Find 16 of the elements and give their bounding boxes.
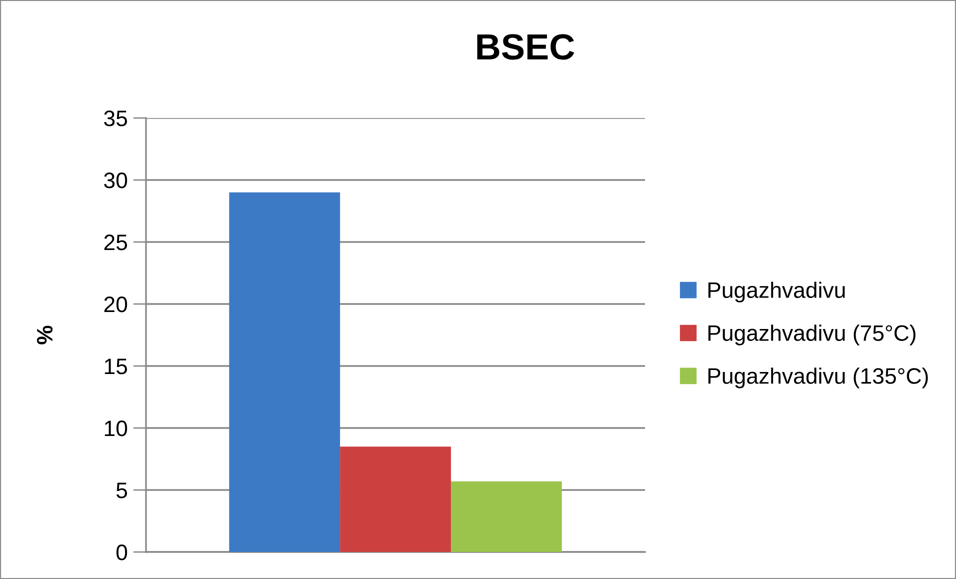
y-tick-label: 15 xyxy=(104,358,128,374)
y-tick-label: 35 xyxy=(104,110,128,126)
bar xyxy=(450,481,562,552)
y-tick-label: 10 xyxy=(104,420,128,436)
bar xyxy=(340,446,451,552)
y-tick-label: 25 xyxy=(104,234,128,250)
y-tick-label: 0 xyxy=(116,544,128,560)
y-axis-title: % xyxy=(36,326,53,344)
chart-title: BSEC xyxy=(477,34,574,60)
legend-label: Pugazhvadivu (75°C) xyxy=(708,324,916,346)
legend-label: Pugazhvadivu xyxy=(708,282,845,302)
y-tick-label: 5 xyxy=(116,482,128,498)
bar xyxy=(229,192,340,552)
y-tick-label: 30 xyxy=(104,172,128,188)
legend-label: Pugazhvadivu (135°C) xyxy=(708,368,928,388)
y-tick-label: 20 xyxy=(104,296,128,312)
